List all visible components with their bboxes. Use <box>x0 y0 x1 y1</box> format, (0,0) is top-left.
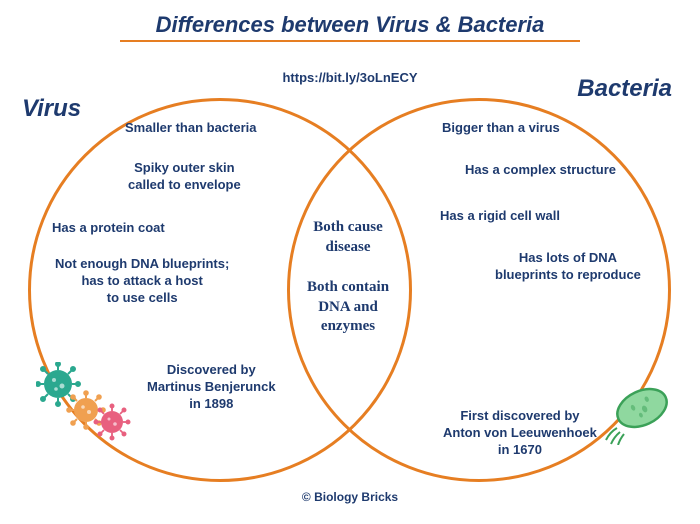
title-underline <box>120 40 580 42</box>
virus-item: Smaller than bacteria <box>125 120 257 137</box>
virus-icons <box>36 362 136 452</box>
source-url: https://bit.ly/3oLnECY <box>282 70 417 85</box>
virus-item: Spiky outer skincalled to envelope <box>128 160 241 194</box>
virus-item: Discovered byMartinus Benjerunckin 1898 <box>147 362 276 413</box>
bacteria-item: Has lots of DNAblueprints to reproduce <box>495 250 641 284</box>
bacteria-icon <box>602 380 672 450</box>
both-item: Both containDNA andenzymes <box>300 278 396 337</box>
bacteria-item: Has a complex structure <box>465 162 616 179</box>
bacteria-item: Bigger than a virus <box>442 120 560 137</box>
copyright: © Biology Bricks <box>302 490 398 504</box>
both-item: Both causedisease <box>306 218 390 257</box>
virus-item: Has a protein coat <box>52 220 165 237</box>
page-title: Differences between Virus & Bacteria <box>0 0 700 38</box>
bacteria-item: First discovered byAnton von Leeuwenhoek… <box>443 408 597 459</box>
virus-icon-pink <box>94 404 129 439</box>
virus-item: Not enough DNA blueprints;has to attack … <box>55 256 229 307</box>
bacteria-item: Has a rigid cell wall <box>440 208 560 225</box>
